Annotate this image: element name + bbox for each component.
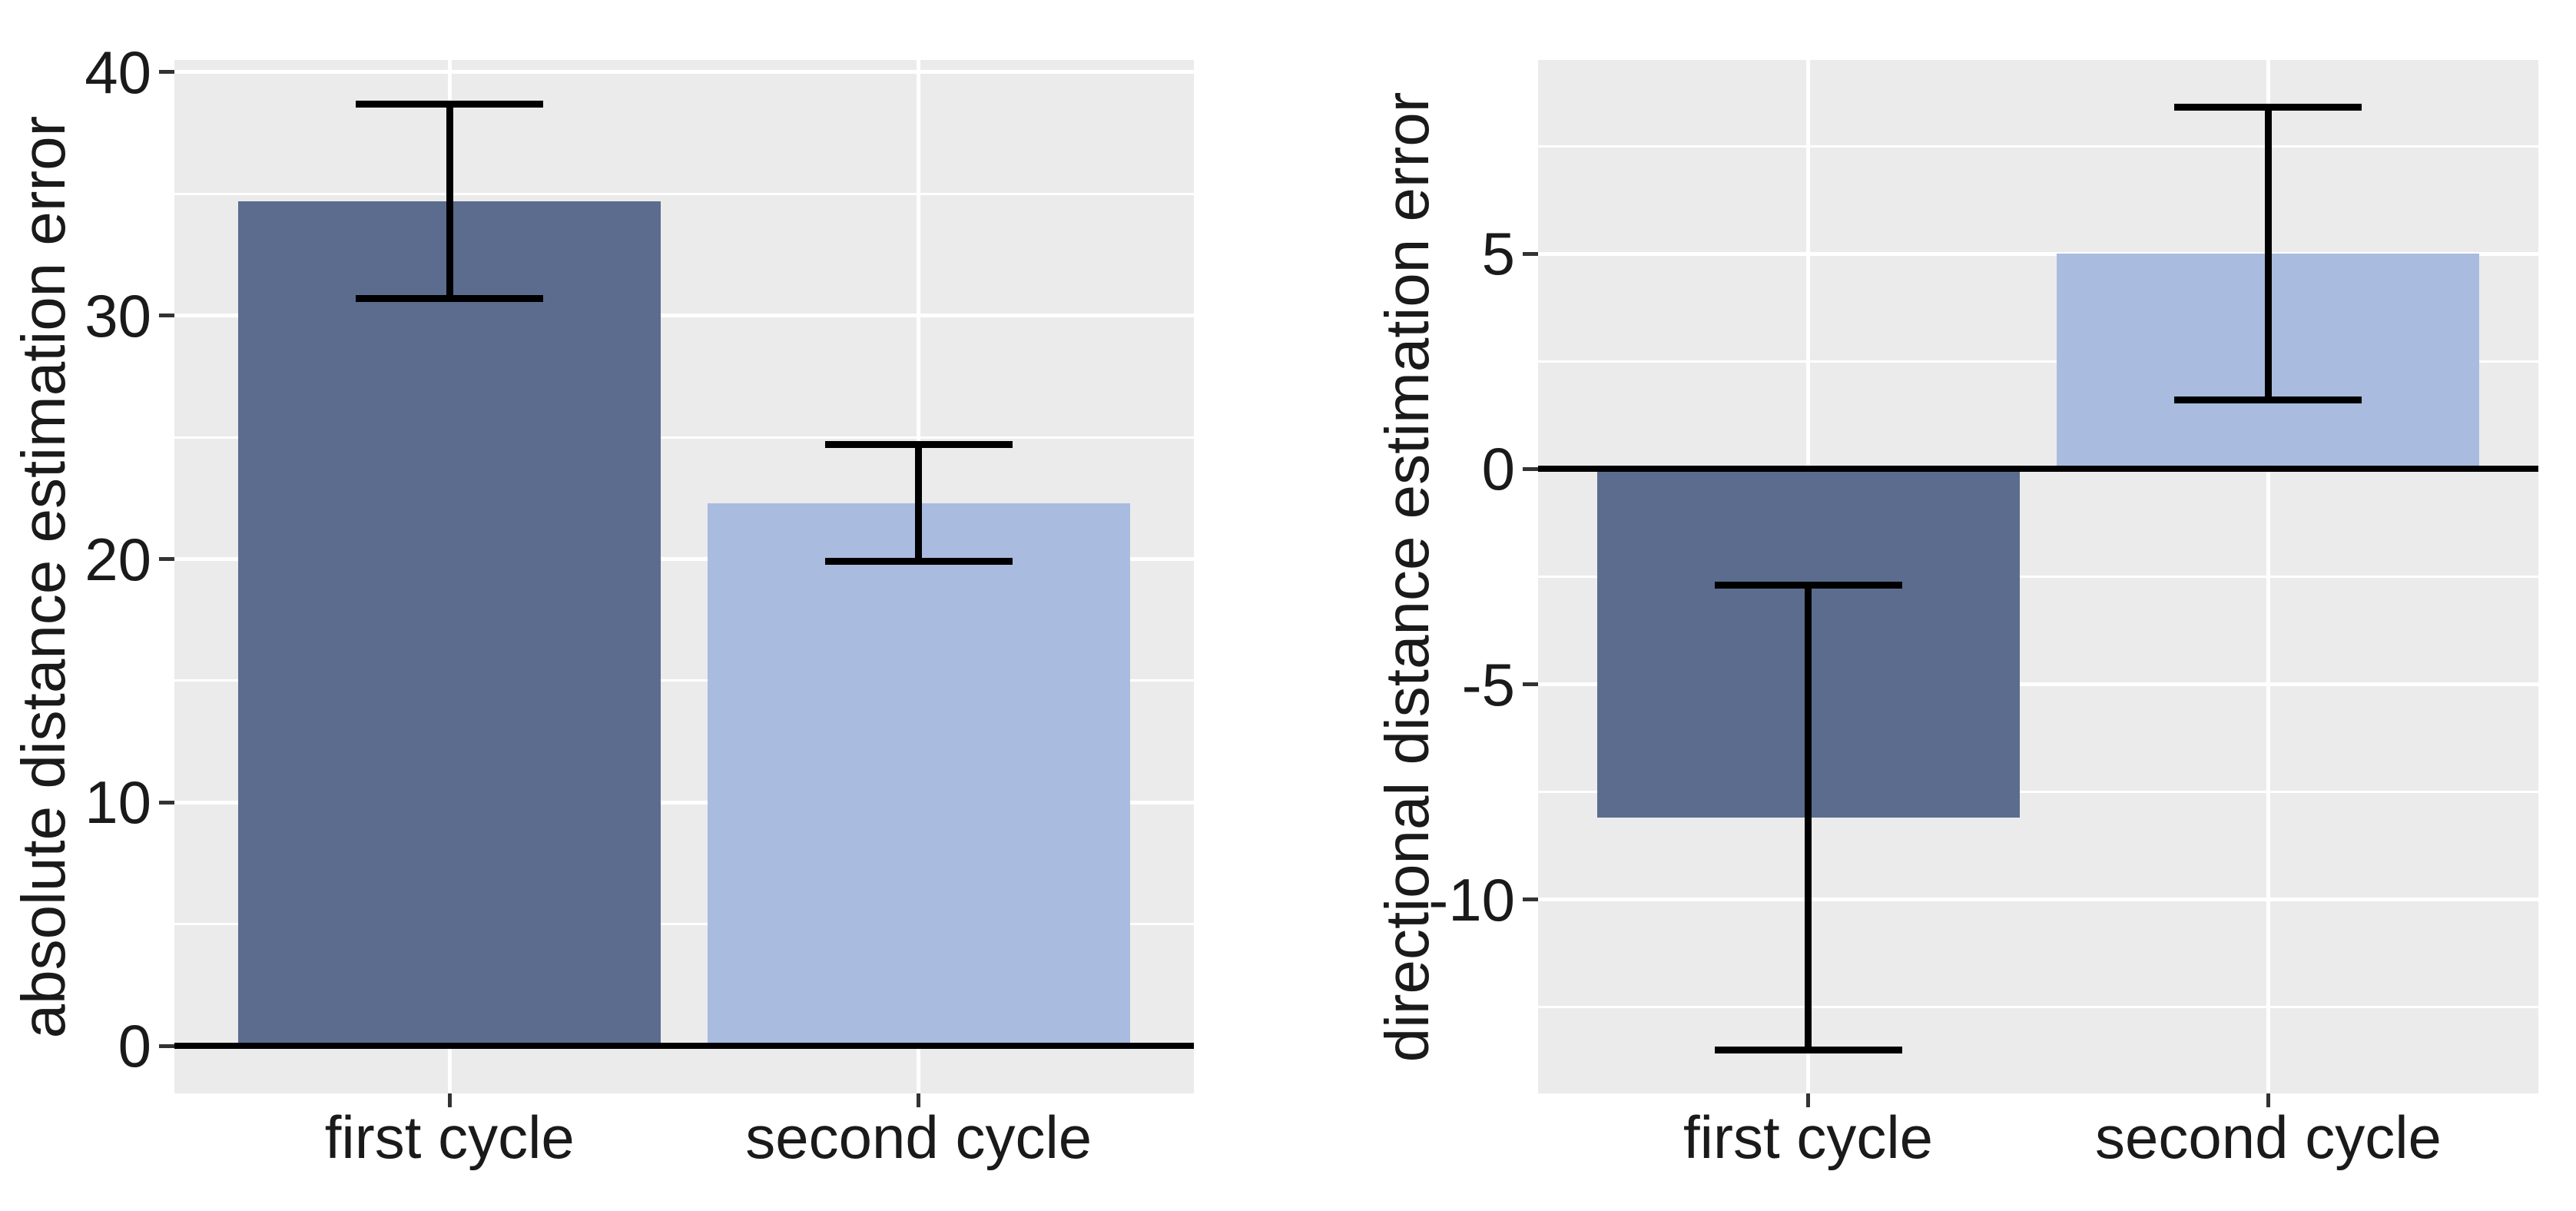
zero-line	[174, 1043, 1194, 1050]
error-bar-cap-bottom-second-cycle	[824, 558, 1013, 566]
error-bar-cap-bottom-first-cycle	[356, 295, 544, 302]
gridline-major	[174, 70, 1194, 75]
error-bar-cap-top-first-cycle	[1714, 582, 1902, 589]
gridline-minor	[174, 436, 1194, 439]
y-tick-label: 0	[1481, 435, 1515, 503]
bar-first-cycle	[238, 201, 661, 1047]
x-tick-label: second cycle	[2095, 1103, 2442, 1171]
gridline-major	[1538, 897, 2538, 902]
error-bar-cap-top-first-cycle	[356, 100, 544, 108]
y-tick-label: -10	[1428, 865, 1515, 934]
error-bar-stem-first-cycle	[446, 104, 453, 299]
gridline-minor	[1538, 791, 2538, 794]
gridline-major	[174, 314, 1194, 318]
gridline-major	[174, 557, 1194, 562]
y-tick-label: 0	[118, 1012, 151, 1080]
y-tick-mark	[1523, 251, 1538, 256]
y-tick-label: 20	[85, 525, 151, 593]
error-bar-cap-top-second-cycle	[824, 441, 1013, 449]
y-tick-label: 10	[85, 768, 151, 837]
x-tick-mark	[447, 1093, 452, 1107]
y-tick-mark	[159, 800, 174, 805]
gridline-minor	[1538, 1006, 2538, 1009]
gridline-major	[1538, 682, 2538, 687]
y-tick-label: 40	[85, 38, 151, 106]
error-bar-cap-bottom-first-cycle	[1714, 1047, 1902, 1054]
y-tick-mark	[1523, 897, 1538, 902]
x-tick-label: first cycle	[1683, 1103, 1934, 1171]
gridline-minor	[1538, 360, 2538, 363]
y-tick-mark	[159, 70, 174, 75]
gridline-major	[1538, 251, 2538, 256]
x-tick-mark	[917, 1093, 921, 1107]
error-bar-stem-second-cycle	[915, 444, 923, 562]
gridline-minor	[1538, 144, 2538, 148]
y-tick-label: -5	[1461, 650, 1515, 718]
gridline-minor	[1538, 576, 2538, 578]
error-bar-cap-bottom-second-cycle	[2174, 396, 2362, 404]
error-bar-cap-top-second-cycle	[2174, 104, 2362, 111]
error-bar-stem-second-cycle	[2264, 107, 2272, 400]
y-tick-mark	[159, 314, 174, 318]
gridline-minor	[174, 679, 1194, 682]
y-tick-label: 30	[85, 281, 151, 350]
x-tick-mark	[1806, 1093, 1811, 1107]
x-tick-label: first cycle	[324, 1103, 575, 1171]
y-tick-label: 5	[1481, 220, 1515, 288]
zero-line	[1538, 466, 2538, 473]
gridline-minor	[174, 192, 1194, 195]
gridline-minor	[174, 923, 1194, 926]
x-tick-mark	[2266, 1093, 2270, 1107]
y-tick-mark	[159, 557, 174, 562]
bar-second-cycle	[707, 503, 1130, 1047]
y-tick-mark	[1523, 466, 1538, 471]
x-tick-label: second cycle	[745, 1103, 1092, 1171]
error-bar-stem-first-cycle	[1805, 585, 1812, 1050]
y-tick-mark	[1523, 682, 1538, 687]
y-tick-mark	[159, 1043, 174, 1048]
gridline-major	[174, 800, 1194, 805]
